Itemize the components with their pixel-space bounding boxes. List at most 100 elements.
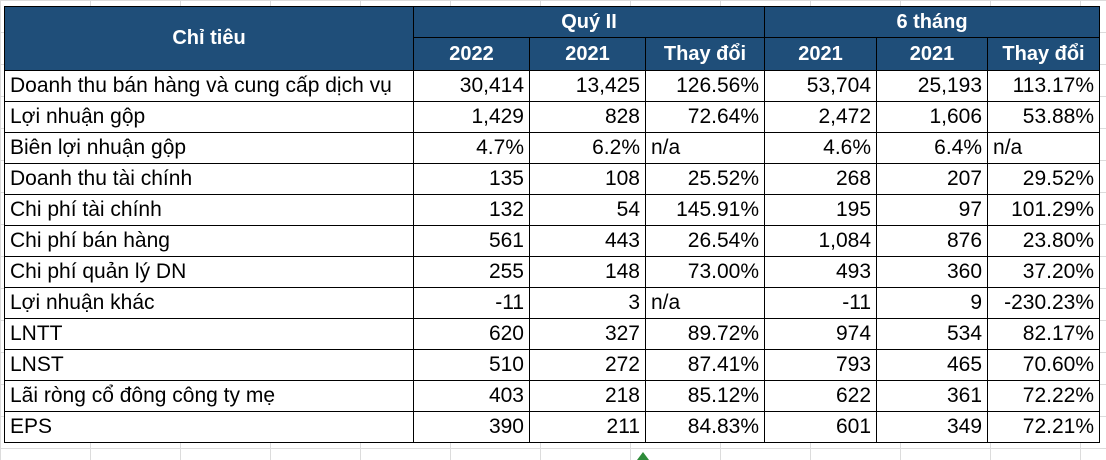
cell-q-2022[interactable]: 135 [413,163,530,195]
cell-h-change[interactable]: 70.60% [987,349,1101,381]
cell-q-change[interactable]: 87.41% [644,349,766,381]
cell-h-a[interactable]: -11 [764,287,878,319]
cell-h-b[interactable]: 349 [876,411,989,443]
cell-h-b[interactable]: 876 [876,225,989,257]
cell-q-2022[interactable]: 390 [413,411,530,443]
cell-h-change[interactable]: 101.29% [987,194,1101,226]
cell-h-a[interactable]: 268 [764,163,878,195]
cell-q-2022[interactable]: 255 [413,256,530,288]
row-label[interactable]: LNTT [4,318,414,350]
cell-q-2021[interactable]: 3 [529,287,646,319]
cell-h-b[interactable]: 361 [876,380,989,412]
cell-h-change[interactable]: -230.23% [987,287,1101,319]
table-row: Chi phí quản lý DN 255 148 73.00% 493 36… [4,256,1101,288]
financial-results-table: Chỉ tiêu Quý II 6 tháng 2022 2021 Thay đ… [4,6,1101,443]
cell-h-a[interactable]: 622 [764,380,878,412]
cell-q-2021[interactable]: 54 [529,194,646,226]
row-label[interactable]: Chi phí tài chính [4,194,414,226]
row-label[interactable]: Lợi nhuận khác [4,287,414,319]
cell-h-a[interactable]: 493 [764,256,878,288]
cell-q-2021[interactable]: 218 [529,380,646,412]
cell-h-change[interactable]: 72.22% [987,380,1101,412]
cell-h-change[interactable]: 113.17% [987,70,1101,102]
cell-h-b[interactable]: 6.4% [876,132,989,164]
cell-h-a[interactable]: 195 [764,194,878,226]
cell-h-change[interactable]: 53.88% [987,101,1101,133]
table-row: Chi phí tài chính 132 54 145.91% 195 97 … [4,194,1101,226]
cell-h-b[interactable]: 534 [876,318,989,350]
row-label[interactable]: Lợi nhuận gộp [4,101,414,133]
cell-q-change[interactable]: n/a [644,287,766,319]
fill-handle-marker-icon [637,452,649,460]
cell-h-b[interactable]: 25,193 [876,70,989,102]
cell-h-change[interactable]: 37.20% [987,256,1101,288]
header-group-six-months[interactable]: 6 tháng [764,6,1101,38]
cell-q-2022[interactable]: 620 [413,318,530,350]
header-indicator[interactable]: Chỉ tiêu [4,6,414,71]
cell-h-b[interactable]: 9 [876,287,989,319]
row-label[interactable]: LNST [4,349,414,381]
cell-h-a[interactable]: 793 [764,349,878,381]
cell-h-b[interactable]: 465 [876,349,989,381]
cell-h-b[interactable]: 360 [876,256,989,288]
cell-q-2021[interactable]: 108 [529,163,646,195]
cell-q-2021[interactable]: 211 [529,411,646,443]
cell-h-a[interactable]: 53,704 [764,70,878,102]
cell-q-2021[interactable]: 6.2% [529,132,646,164]
cell-q-change[interactable]: 84.83% [644,411,766,443]
row-label[interactable]: Doanh thu tài chính [4,163,414,195]
cell-q-2022[interactable]: 561 [413,225,530,257]
cell-h-a[interactable]: 2,472 [764,101,878,133]
cell-q-change[interactable]: 89.72% [644,318,766,350]
table-row: Biên lợi nhuận gộp 4.7% 6.2% n/a 4.6% 6.… [4,132,1101,164]
cell-q-2022[interactable]: 30,414 [413,70,530,102]
row-label[interactable]: EPS [4,411,414,443]
header-six-month-change[interactable]: Thay đổi [987,37,1101,71]
cell-h-change[interactable]: n/a [987,132,1101,164]
cell-q-2022[interactable]: 1,429 [413,101,530,133]
row-label[interactable]: Biên lợi nhuận gộp [4,132,414,164]
cell-q-2022[interactable]: 510 [413,349,530,381]
cell-q-2021[interactable]: 272 [529,349,646,381]
table-row: Chi phí bán hàng 561 443 26.54% 1,084 87… [4,225,1101,257]
cell-q-change[interactable]: 73.00% [644,256,766,288]
header-quarter-year-2021[interactable]: 2021 [529,37,646,71]
cell-q-2021[interactable]: 13,425 [529,70,646,102]
cell-h-b[interactable]: 97 [876,194,989,226]
cell-q-change[interactable]: 25.52% [644,163,766,195]
header-six-month-year-b[interactable]: 2021 [876,37,989,71]
cell-h-a[interactable]: 974 [764,318,878,350]
row-label[interactable]: Chi phí quản lý DN [4,256,414,288]
header-quarter-change[interactable]: Thay đổi [644,37,766,71]
cell-q-change[interactable]: 26.54% [644,225,766,257]
cell-h-b[interactable]: 1,606 [876,101,989,133]
cell-h-change[interactable]: 72.21% [987,411,1101,443]
table-row: EPS 390 211 84.83% 601 349 72.21% [4,411,1101,443]
cell-q-change[interactable]: 72.64% [644,101,766,133]
header-quarter-year-2022[interactable]: 2022 [413,37,530,71]
row-label[interactable]: Chi phí bán hàng [4,225,414,257]
header-six-month-year-a[interactable]: 2021 [764,37,878,71]
cell-q-change[interactable]: 85.12% [644,380,766,412]
row-label[interactable]: Doanh thu bán hàng và cung cấp dịch vụ [4,70,414,102]
row-label[interactable]: Lãi ròng cổ đông công ty mẹ [4,380,414,412]
cell-q-2022[interactable]: 4.7% [413,132,530,164]
cell-h-b[interactable]: 207 [876,163,989,195]
cell-q-2022[interactable]: 403 [413,380,530,412]
cell-q-2021[interactable]: 443 [529,225,646,257]
cell-h-a[interactable]: 601 [764,411,878,443]
cell-h-a[interactable]: 4.6% [764,132,878,164]
cell-q-2021[interactable]: 327 [529,318,646,350]
cell-h-change[interactable]: 23.80% [987,225,1101,257]
cell-h-change[interactable]: 82.17% [987,318,1101,350]
cell-h-change[interactable]: 29.52% [987,163,1101,195]
cell-h-a[interactable]: 1,084 [764,225,878,257]
cell-q-2022[interactable]: -11 [413,287,530,319]
cell-q-change[interactable]: 145.91% [644,194,766,226]
header-group-quarter[interactable]: Quý II [412,6,766,38]
cell-q-change[interactable]: 126.56% [644,70,766,102]
cell-q-2021[interactable]: 828 [529,101,646,133]
cell-q-2022[interactable]: 132 [413,194,530,226]
cell-q-2021[interactable]: 148 [529,256,646,288]
cell-q-change[interactable]: n/a [644,132,766,164]
